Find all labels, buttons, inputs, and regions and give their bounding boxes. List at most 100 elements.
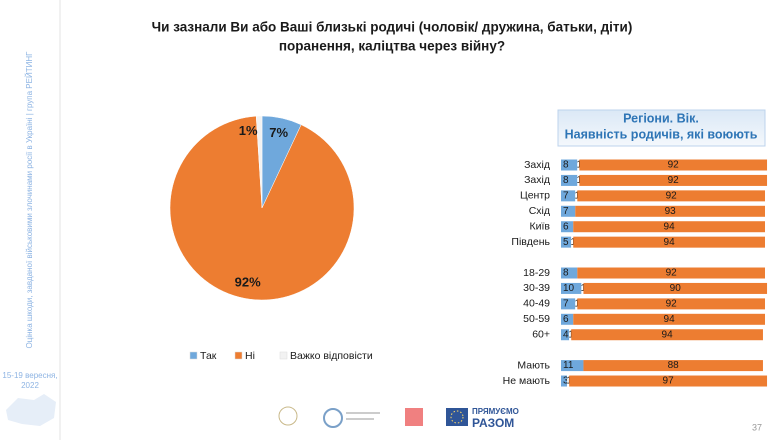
bar-segment bbox=[561, 313, 574, 325]
bar-segment bbox=[577, 190, 765, 202]
bar-value-label: 7 bbox=[563, 191, 569, 202]
bar-segment bbox=[583, 282, 768, 294]
bar-value-label: 4 bbox=[563, 329, 569, 340]
bar-segment bbox=[561, 282, 582, 294]
bar-segment bbox=[561, 236, 572, 248]
bar-segment bbox=[577, 267, 765, 279]
bar-value-label: 94 bbox=[664, 237, 676, 248]
pie-label: 7% bbox=[269, 125, 288, 140]
bar-value-label: 94 bbox=[664, 314, 676, 325]
bar-segment bbox=[575, 205, 765, 217]
bar-segment bbox=[571, 236, 574, 248]
bar-segment bbox=[571, 329, 763, 341]
legend-label: Так bbox=[200, 350, 217, 362]
logo bbox=[323, 408, 343, 428]
logo bbox=[346, 412, 380, 414]
category-label: Мають bbox=[517, 359, 550, 371]
bar-header-box bbox=[557, 109, 766, 147]
category-label: Центр bbox=[520, 190, 550, 202]
bar-segment bbox=[561, 190, 576, 202]
map-icon bbox=[6, 394, 56, 426]
bar-segment bbox=[569, 329, 572, 341]
pie-label: 1% bbox=[239, 123, 258, 138]
bar-chart-title: Регіони. Вік. bbox=[623, 111, 699, 125]
bar-segment bbox=[575, 298, 578, 310]
bar-value-label: 5 bbox=[563, 237, 569, 248]
bar-value-label: 90 bbox=[670, 283, 682, 294]
bar-segment bbox=[577, 298, 765, 310]
bar-value-label: 88 bbox=[668, 360, 680, 371]
legend-swatch bbox=[189, 351, 198, 360]
bar-value-label: 92 bbox=[666, 299, 678, 310]
category-label: 50-59 bbox=[523, 313, 550, 325]
category-label: 18-29 bbox=[523, 267, 550, 279]
date: 2022 bbox=[21, 381, 39, 390]
bar-value-label: 7 bbox=[563, 206, 569, 217]
category-label: Захід bbox=[524, 159, 550, 171]
bar-segment bbox=[583, 360, 763, 372]
category-label: Південь bbox=[511, 236, 550, 248]
bar-value-label: 8 bbox=[563, 175, 569, 186]
bar-value-label: 92 bbox=[668, 175, 680, 186]
bar-value-label: 94 bbox=[664, 221, 676, 232]
bar-segment bbox=[561, 174, 578, 186]
bar-segment bbox=[579, 159, 768, 171]
bar-value-label: 92 bbox=[668, 160, 680, 171]
bar-segment bbox=[573, 236, 765, 248]
eu-stars bbox=[450, 410, 464, 424]
bar-segment bbox=[579, 174, 768, 186]
bar-segment bbox=[561, 298, 576, 310]
bar-value-label: 92 bbox=[666, 191, 678, 202]
logos: ПРЯМУЄМО РАЗОМ bbox=[278, 406, 519, 430]
page-number: 37 bbox=[752, 422, 762, 432]
bar-segment bbox=[561, 221, 574, 233]
bar-segment bbox=[561, 360, 584, 372]
legend-label: Важко відповісти bbox=[290, 350, 373, 362]
bar-value-label: 8 bbox=[563, 160, 569, 171]
bar-value-label: 94 bbox=[662, 329, 674, 340]
bar-segment bbox=[577, 159, 580, 171]
bar-value-label: 11 bbox=[563, 360, 574, 371]
date: 15-19 вересня, bbox=[2, 371, 57, 380]
bar-value-label: 97 bbox=[663, 376, 675, 387]
bar-value-label: 6 bbox=[563, 314, 569, 325]
pie-slice bbox=[255, 115, 263, 209]
legend-swatch bbox=[279, 351, 288, 360]
pie-label: 92% bbox=[235, 274, 261, 289]
category-label: Київ bbox=[530, 221, 551, 233]
bar-segment bbox=[575, 190, 578, 202]
logo bbox=[405, 408, 423, 426]
title: Чи зазнали Ви або Ваші близькі родичі (ч… bbox=[152, 20, 633, 35]
bar-segment bbox=[567, 375, 570, 387]
bar-segment bbox=[561, 329, 570, 341]
category-label: 30-39 bbox=[523, 282, 550, 294]
bar-segment bbox=[561, 159, 578, 171]
bar-value-label: 92 bbox=[666, 268, 678, 279]
logo-text: ПРЯМУЄМО bbox=[472, 407, 519, 416]
pie-slice bbox=[169, 115, 355, 301]
bar-segment bbox=[573, 313, 765, 325]
bar-value-label: 10 bbox=[563, 283, 575, 294]
bar-segment bbox=[581, 282, 584, 294]
category-label: Захід bbox=[524, 174, 550, 186]
logo bbox=[278, 406, 298, 426]
logo bbox=[346, 418, 374, 420]
legend-label: Ні bbox=[245, 350, 255, 362]
logo-text: РАЗОМ bbox=[472, 416, 514, 430]
bar-chart-title: Наявність родичів, які воюють bbox=[565, 127, 758, 141]
bar-value-label: 7 bbox=[563, 299, 569, 310]
sidebar-text: Оцінка шкоди, завданої військовими злочи… bbox=[25, 51, 34, 349]
bar-value-label: 6 bbox=[563, 221, 569, 232]
bar-segment bbox=[569, 375, 768, 387]
title: поранення, каліцтва через війну? bbox=[279, 39, 505, 54]
legend-swatch bbox=[234, 351, 243, 360]
bar-value-label: 3 bbox=[563, 376, 569, 387]
bar-segment bbox=[577, 174, 580, 186]
eu-flag bbox=[446, 408, 468, 426]
category-label: Схід bbox=[529, 205, 550, 217]
category-label: 60+ bbox=[532, 329, 550, 341]
category-label: Не мають bbox=[503, 375, 551, 387]
bar-segment bbox=[561, 267, 578, 279]
bar-value-label: 8 bbox=[563, 268, 569, 279]
